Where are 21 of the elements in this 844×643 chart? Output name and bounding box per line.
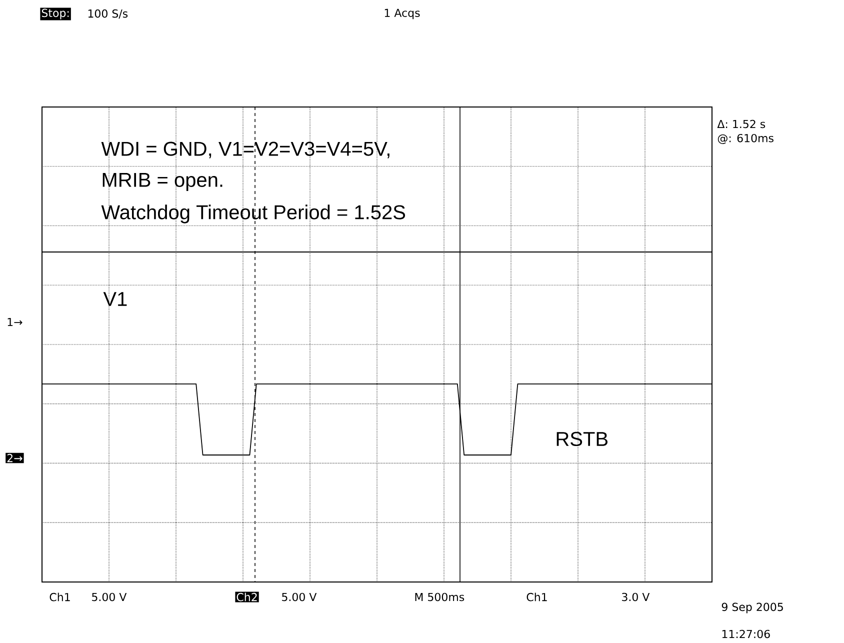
text: MRIB = open. (102, 173, 222, 191)
text: 3.0 V (622, 592, 650, 602)
text: M 500ms (415, 592, 464, 602)
text: 11:27:06 (722, 630, 770, 638)
text: WDI = GND, V1=V2=V3=V4=5V, (101, 142, 390, 158)
text: Ch1 (50, 592, 70, 602)
text: Δ: 1.52 s (717, 120, 766, 128)
text: Ch1 (526, 592, 547, 602)
text: 5.00 V (282, 592, 317, 602)
text: 100 S/s (88, 9, 128, 19)
text: Watchdog Timeout Period = 1.52S (101, 204, 406, 224)
text: Ch2 (236, 592, 257, 602)
text: V1 (103, 292, 127, 306)
text: 2→ (7, 454, 22, 462)
text: Stop: (42, 8, 69, 20)
text: 9 Sep 2005 (722, 602, 783, 614)
text: 1→ (8, 318, 22, 326)
text: 5.00 V (92, 592, 127, 602)
text: RSTB (556, 432, 608, 446)
text: @: 610ms (718, 134, 774, 144)
text: 1 Acqs (384, 8, 420, 20)
